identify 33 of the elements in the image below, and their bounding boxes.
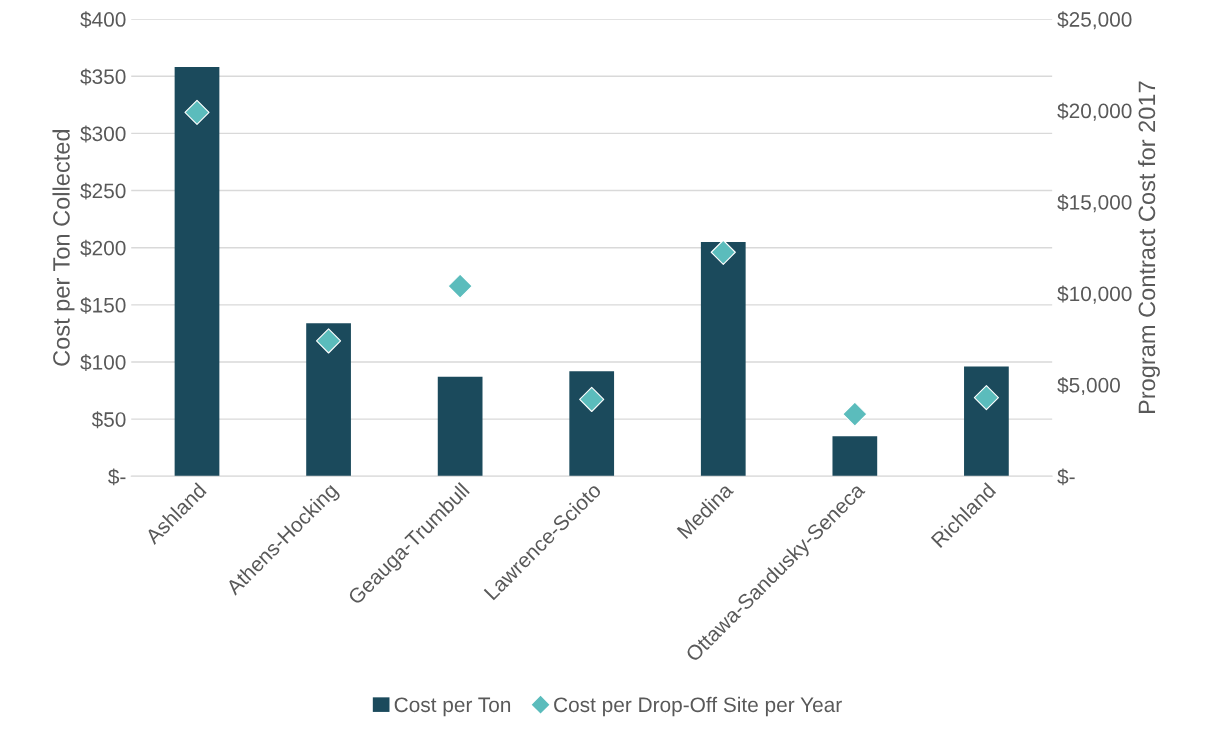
bar (306, 323, 351, 477)
y-tick-label: $300 (80, 125, 126, 143)
y2-axis-title: Program Contract Cost for 2017 (1137, 81, 1160, 414)
bar (832, 436, 878, 477)
y-tick-label: $200 (80, 239, 126, 257)
y-tick-label: $350 (80, 68, 126, 86)
bar (964, 366, 1009, 477)
y-tick-label: $- (108, 468, 126, 486)
point (579, 386, 605, 413)
point (315, 328, 342, 354)
y-axis-title: Cost per Ton Collected (52, 129, 75, 366)
y2-tick-label: $- (1057, 468, 1075, 486)
legend-label: Cost per Ton (394, 697, 511, 717)
bar (569, 371, 615, 477)
point (447, 273, 473, 299)
y-tick-label: $250 (80, 182, 126, 200)
y2-tick-label: $15,000 (1057, 194, 1132, 213)
point (842, 401, 868, 427)
y-tick-label: $50 (91, 411, 126, 429)
y-tick-label: $100 (80, 354, 126, 371)
y2-tick-label: $10,000 (1057, 285, 1132, 304)
point (973, 385, 999, 411)
point (710, 239, 736, 265)
y2-tick-label: $5,000 (1057, 376, 1120, 396)
y-tick-label: $400 (80, 11, 126, 29)
y2-tick-label: $25,000 (1057, 11, 1132, 30)
y-tick-label: $150 (80, 296, 126, 314)
bar (437, 376, 483, 477)
bar (700, 241, 746, 477)
point (184, 99, 210, 125)
y2-tick-label: $20,000 (1057, 102, 1132, 121)
bar (174, 67, 220, 477)
legend-label: Cost per Drop-Off Site per Year (554, 696, 842, 717)
